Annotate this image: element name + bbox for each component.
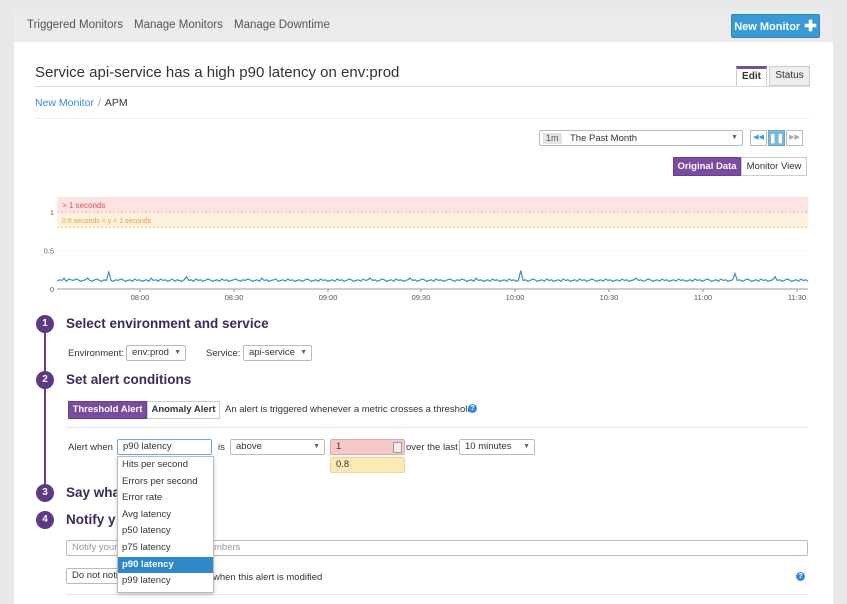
alert-when-label: Alert when [68,442,113,453]
timeframe-badge: 1m [543,133,562,144]
anomaly-alert-button[interactable]: Anomaly Alert [147,401,220,419]
step-connector [44,330,46,493]
stepper-icon [393,442,402,453]
metric-option[interactable]: Errors per second [122,475,198,487]
metric-option[interactable]: Avg latency [122,508,171,520]
environment-label: Environment: [68,348,124,359]
original-data-button[interactable]: Original Data [673,157,741,176]
section-divider [66,594,808,595]
chevron-down-icon: ▼ [731,134,738,141]
metric-option[interactable]: Hits per second [122,459,189,470]
fast-forward-button[interactable]: ▶▶ [786,130,803,146]
alert-type-description: An alert is triggered whenever a metric … [225,404,476,415]
step-4-badge: 4 [36,511,54,529]
breadcrumb: New Monitor / APM [35,97,128,109]
chevron-down-icon: ▼ [313,443,320,450]
step-3-badge: 3 [36,484,54,502]
breadcrumb-current: APM [104,97,128,109]
metric-value: p90 latency [123,441,172,452]
service-value: api-service [249,347,295,358]
comparator-value: above [236,441,262,452]
new-monitor-button[interactable]: New Monitor ✚ [731,14,820,38]
service-label: Service: [206,348,241,359]
new-monitor-label: New Monitor [734,21,801,33]
alert-threshold-input[interactable]: 1 [330,439,405,455]
monitor-view-button[interactable]: Monitor View [741,157,807,176]
chevron-down-icon: ▼ [523,443,530,450]
warning-threshold-value: 0.8 [336,459,350,470]
metric-option[interactable]: p50 latency [122,525,171,537]
service-select[interactable]: api-service ▼ [243,345,312,361]
step-1-badge: 1 [36,315,54,333]
notify-placeholder-left: Notify your t [72,542,123,553]
monitor-title: Service api-service has a high p90 laten… [35,64,400,81]
notify-placeholder-right: mbers [214,542,241,553]
tab-manage-downtime[interactable]: Manage Downtime [234,19,330,31]
timeframe-label: The Past Month [570,133,638,144]
step-2-title: Set alert conditions [66,372,192,387]
comparator-select[interactable]: above ▼ [230,439,325,455]
step-1-title: Select environment and service [66,316,269,331]
title-divider [35,86,810,87]
step-4-title: Notify y [66,512,116,527]
environment-value: env:prod [132,347,169,358]
rewind-icon: ◀◀ [753,134,764,141]
tab-triggered-monitors[interactable]: Triggered Monitors [27,19,124,31]
metric-option[interactable]: p99 latency [122,575,171,587]
metric-option[interactable]: p75 latency [122,541,171,553]
pause-icon: ❚❚ [769,133,785,143]
tab-edit[interactable]: Edit [736,66,767,86]
environment-select[interactable]: env:prod ▼ [126,345,186,361]
plus-icon: ✚ [804,18,817,35]
threshold-alert-button[interactable]: Threshold Alert [68,401,147,419]
window-value: 10 minutes [465,441,512,452]
metric-option[interactable]: Error rate [122,492,163,504]
over-the-last-label: over the last [406,442,458,453]
warning-threshold-input[interactable]: 0.8 [330,457,405,473]
step-2-badge: 2 [36,371,54,389]
chevron-down-icon: ▼ [174,349,181,356]
help-icon[interactable]: ? [468,404,477,413]
rewind-button[interactable]: ◀◀ [750,130,767,146]
help-icon[interactable]: ? [796,572,805,581]
metric-select[interactable]: p90 latency [117,439,212,455]
chevron-down-icon: ▼ [300,349,307,356]
modify-notify-text: when this alert is modified [213,572,323,583]
breadcrumb-divider [35,118,810,119]
fast-forward-icon: ▶▶ [789,134,800,141]
breadcrumb-separator: / [97,97,101,109]
metric-dropdown-menu: Hits per second Errors per second Error ra… [117,456,214,593]
window-select[interactable]: 10 minutes ▼ [459,439,535,455]
breadcrumb-new-monitor[interactable]: New Monitor [35,97,94,109]
is-label: is [218,442,225,453]
alert-threshold-value: 1 [336,441,342,452]
notify-input[interactable]: Notify your t mbers [66,540,808,556]
tab-manage-monitors[interactable]: Manage Monitors [134,19,223,31]
top-navigation: Triggered Monitors Manage Monitors Manag… [14,9,833,43]
modify-notify-value: Do not noti [72,570,118,581]
timeframe-select[interactable]: 1m The Past Month ▼ [539,130,743,146]
step-3-title: Say wha [66,485,121,500]
section-divider [66,427,808,428]
tab-status[interactable]: Status [769,66,810,86]
metric-option[interactable]: p90 latency [118,556,213,574]
pause-button[interactable]: ❚❚ [768,130,785,146]
